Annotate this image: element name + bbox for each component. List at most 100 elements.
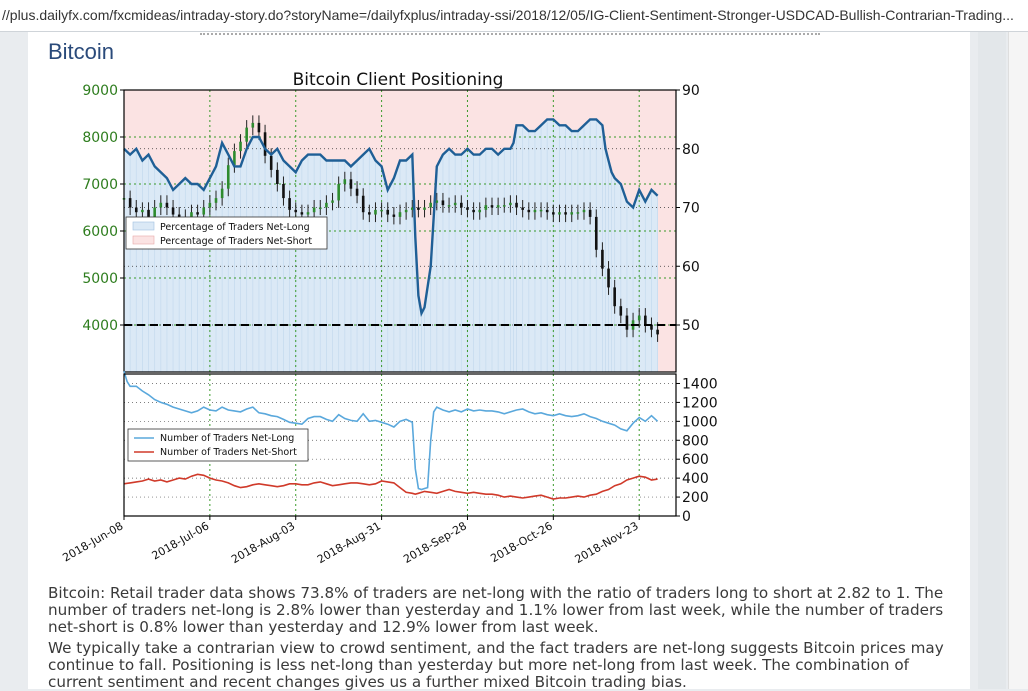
candle-body xyxy=(423,207,426,210)
chart-title: Bitcoin Client Positioning xyxy=(293,70,504,90)
candle-body xyxy=(588,209,592,217)
candle-body xyxy=(257,122,261,133)
candle-body xyxy=(582,209,586,213)
legend-swatch-net-short xyxy=(132,235,155,245)
count-tick-label: 0 xyxy=(682,509,691,525)
count-tick-label: 800 xyxy=(682,433,709,449)
candle-body xyxy=(625,315,629,330)
candle-body xyxy=(533,209,537,213)
candle-body xyxy=(570,212,574,215)
candle-body xyxy=(355,188,359,196)
candle-body xyxy=(502,205,506,207)
candle-body xyxy=(527,209,531,213)
bottom-legend-box xyxy=(127,428,309,462)
count-tick-label: 1200 xyxy=(682,395,718,411)
price-tick-label: 8000 xyxy=(82,130,118,146)
legend-label-net-long-count: Number of Traders Net-Long xyxy=(160,433,294,444)
candle-body xyxy=(349,179,353,189)
candle-body xyxy=(159,202,163,208)
price-tick-label: 4000 xyxy=(82,318,118,334)
candle-body xyxy=(288,198,291,210)
price-candles xyxy=(122,115,659,342)
candle-body xyxy=(306,212,310,215)
count-tick-label: 400 xyxy=(682,471,709,487)
net-long-count-line xyxy=(123,370,659,491)
candle-body xyxy=(564,212,567,215)
candle-body xyxy=(656,329,659,335)
candle-body xyxy=(269,155,273,170)
candle-body xyxy=(466,207,469,210)
count-tick-label: 200 xyxy=(682,490,709,506)
candle-body xyxy=(325,202,328,208)
page-side-panel xyxy=(978,32,1006,689)
pct-net-long-line xyxy=(123,118,659,318)
candle-body xyxy=(619,306,623,316)
candle-body xyxy=(165,202,169,208)
candle-body xyxy=(368,212,371,215)
candle-body xyxy=(276,169,279,184)
candle-body xyxy=(233,151,236,166)
price-tick-label: 9000 xyxy=(82,83,118,99)
candle-body xyxy=(496,205,500,208)
price-tick-label: 6000 xyxy=(82,224,118,240)
candle-body xyxy=(337,184,340,201)
candle-body xyxy=(447,205,451,207)
candle-body xyxy=(263,132,267,156)
candle-body xyxy=(417,207,420,210)
legend-label-net-short-pct: Percentage of Traders Net-Short xyxy=(160,236,312,247)
candle-body xyxy=(214,198,218,203)
percent-tick-label: 70 xyxy=(682,201,700,217)
candle-body xyxy=(552,212,555,215)
candle-body xyxy=(453,202,457,206)
address-bar[interactable]: //plus.dailyfx.com/fxcmideas/intraday-st… xyxy=(0,0,1028,32)
candle-body xyxy=(282,184,285,199)
candle-body xyxy=(147,209,150,217)
candle-body xyxy=(318,207,322,209)
candle-body xyxy=(594,216,598,250)
candle-body xyxy=(294,209,298,213)
candle-body xyxy=(331,200,334,203)
candle-body xyxy=(245,127,248,142)
candle-body xyxy=(644,315,647,325)
candle-body xyxy=(637,315,641,321)
bitcoin-positioning-figure: Bitcoin Client Positioning 4000500060007… xyxy=(40,64,720,580)
candle-body xyxy=(134,207,138,213)
candle-body xyxy=(472,209,475,213)
candle-body xyxy=(484,205,488,210)
candle-body xyxy=(171,207,175,215)
candle-body xyxy=(177,214,181,217)
candle-body xyxy=(545,209,549,213)
candle-body xyxy=(460,202,463,208)
address-url[interactable]: //plus.dailyfx.com/fxcmideas/intraday-st… xyxy=(2,7,1014,23)
candle-body xyxy=(141,209,144,213)
percent-tick-label: 90 xyxy=(682,83,700,99)
candle-body xyxy=(208,202,212,208)
candle-body xyxy=(441,200,445,206)
top-legend-box xyxy=(125,216,328,250)
candle-body xyxy=(153,207,156,217)
candle-body xyxy=(607,268,610,288)
vertical-scrollbar[interactable] xyxy=(1008,32,1028,689)
percent-tick-label: 50 xyxy=(682,318,700,334)
candle-body xyxy=(380,209,383,212)
contrarian-paragraph: We typically take a contrarian view to c… xyxy=(48,639,944,691)
price-sentiment-panel: 4000 5000 6000 7000 8000 9000 50 60 70 80 90 Perc… xyxy=(82,83,700,373)
candle-body xyxy=(128,198,132,208)
legend-swatch-net-long xyxy=(132,221,155,231)
candle-body xyxy=(478,209,482,213)
candle-body xyxy=(435,200,439,203)
candle-body xyxy=(312,207,316,213)
clipped-text-line xyxy=(200,32,820,36)
top-legend: Percentage of Traders Net-Long Percentag… xyxy=(125,216,328,250)
price-tick-label: 7000 xyxy=(82,177,118,193)
candle-body xyxy=(386,209,390,215)
candle-body xyxy=(300,212,304,215)
candle-body xyxy=(239,141,242,152)
candle-body xyxy=(650,325,653,330)
candle-body xyxy=(343,179,347,184)
candle-body xyxy=(398,212,402,217)
count-tick-label: 1000 xyxy=(682,414,718,430)
candle-body xyxy=(202,207,206,215)
candle-body xyxy=(404,209,408,213)
candle-body xyxy=(226,165,230,189)
